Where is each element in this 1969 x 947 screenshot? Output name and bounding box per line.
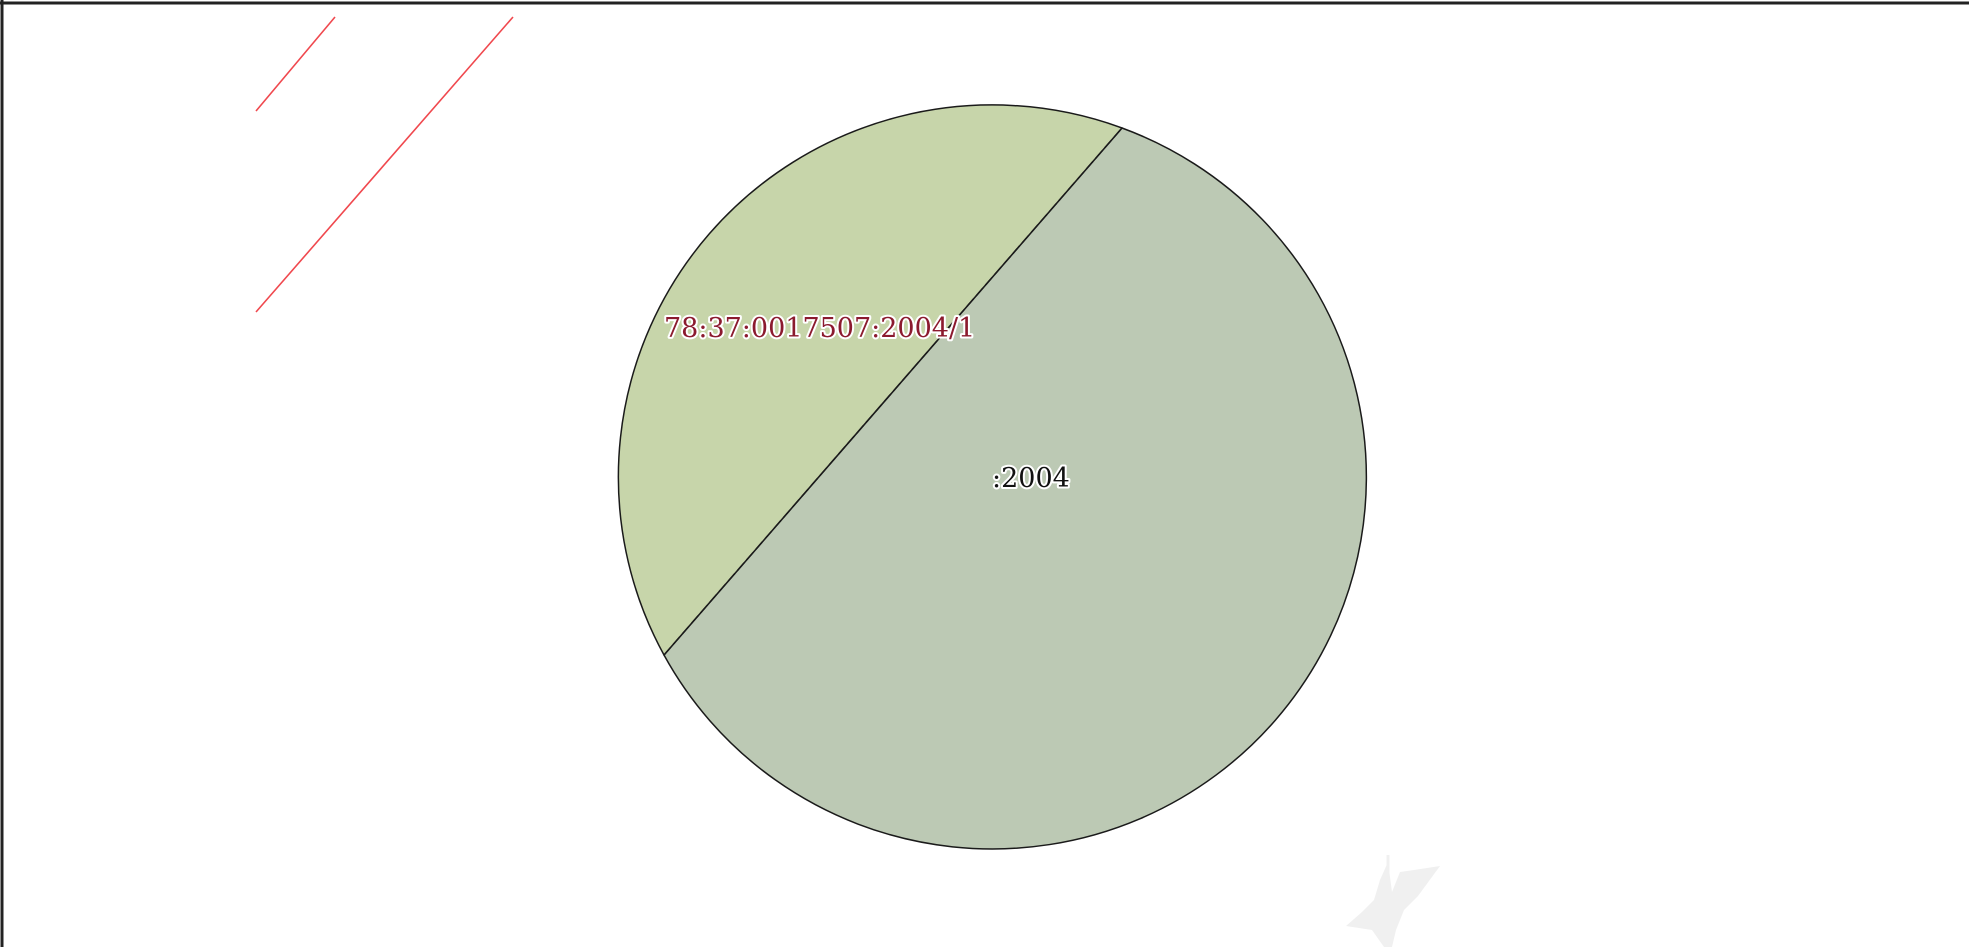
red-boundary-line-short xyxy=(255,16,336,112)
parcel-label-2004-1: 78:37:0017507:2004/1 xyxy=(664,313,975,344)
parcel-label-2004: :2004 xyxy=(992,463,1070,494)
red-boundary-line-long xyxy=(255,16,514,313)
parcel-divider-line xyxy=(663,127,1123,656)
parcel-2004-1[interactable] xyxy=(617,104,1124,657)
parcel-2004[interactable] xyxy=(663,127,1368,850)
eagle-emblem-icon xyxy=(1346,855,1440,947)
